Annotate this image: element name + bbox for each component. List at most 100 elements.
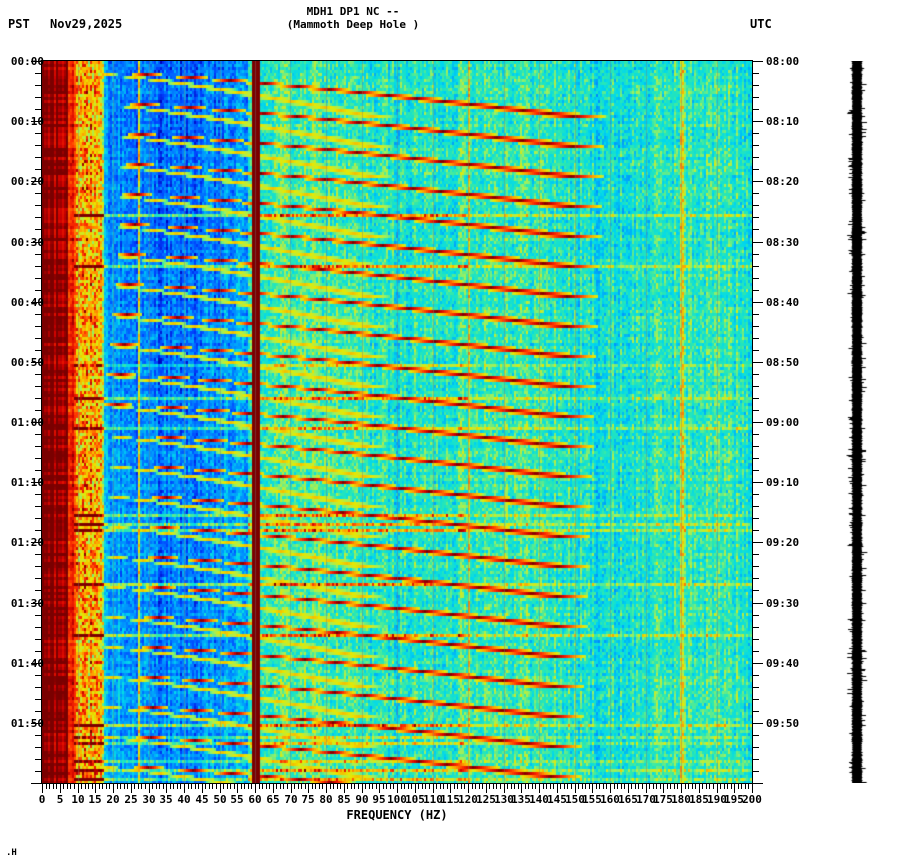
y-tick-left-major bbox=[31, 663, 41, 664]
y-tick-left-minor bbox=[35, 554, 41, 555]
x-axis-label: 120 bbox=[458, 793, 478, 806]
y-axis-label-left: 01:50 bbox=[10, 717, 44, 730]
x-tick-minor bbox=[606, 784, 607, 789]
x-tick-major bbox=[628, 784, 629, 793]
x-tick-major bbox=[95, 784, 96, 793]
x-tick-major bbox=[166, 784, 167, 793]
x-tick-major bbox=[78, 784, 79, 793]
x-tick-minor bbox=[738, 784, 739, 789]
x-tick-minor bbox=[507, 784, 508, 789]
x-tick-minor bbox=[436, 784, 437, 789]
x-axis-bottom-line bbox=[41, 783, 753, 784]
y-tick-right-minor bbox=[753, 254, 759, 255]
y-tick-left-minor bbox=[35, 530, 41, 531]
x-axis-label: 60 bbox=[248, 793, 262, 806]
x-tick-minor bbox=[745, 784, 746, 789]
y-tick-left-minor bbox=[35, 85, 41, 86]
x-tick-minor bbox=[464, 784, 465, 789]
y-tick-right-minor bbox=[753, 711, 759, 712]
x-tick-minor bbox=[358, 784, 359, 789]
x-tick-minor bbox=[472, 784, 473, 789]
y-tick-right-minor bbox=[753, 410, 759, 411]
y-tick-left-major bbox=[31, 723, 41, 724]
y-tick-left-minor bbox=[35, 266, 41, 267]
x-tick-minor bbox=[685, 784, 686, 789]
x-axis-label: 75 bbox=[301, 793, 315, 806]
x-tick-minor bbox=[63, 784, 64, 789]
y-axis-right-line bbox=[752, 61, 753, 783]
x-tick-minor bbox=[564, 784, 565, 789]
x-tick-minor bbox=[81, 784, 82, 789]
x-tick-minor bbox=[333, 784, 334, 789]
x-tick-minor bbox=[624, 784, 625, 789]
x-tick-minor bbox=[124, 784, 125, 789]
x-tick-major bbox=[646, 784, 647, 793]
x-tick-minor bbox=[280, 784, 281, 789]
y-tick-left-major bbox=[31, 542, 41, 543]
y-tick-left-minor bbox=[35, 627, 41, 628]
corner-artifact-mark: .H bbox=[6, 848, 17, 858]
x-tick-minor bbox=[127, 784, 128, 789]
x-tick-major bbox=[699, 784, 700, 793]
y-tick-left-minor bbox=[35, 109, 41, 110]
y-axis-label-left: 01:10 bbox=[10, 476, 44, 489]
y-tick-right-minor bbox=[753, 350, 759, 351]
y-tick-left-major bbox=[31, 422, 41, 423]
header-station-name-text: (Mammoth Deep Hole ) bbox=[286, 18, 420, 31]
x-tick-minor bbox=[195, 784, 196, 789]
x-tick-minor bbox=[330, 784, 331, 789]
x-tick-minor bbox=[298, 784, 299, 789]
x-tick-minor bbox=[230, 784, 231, 789]
x-tick-minor bbox=[440, 784, 441, 789]
y-tick-left-minor bbox=[35, 578, 41, 579]
x-tick-minor bbox=[596, 784, 597, 789]
x-tick-minor bbox=[106, 784, 107, 789]
y-axis-label-right: 08:50 bbox=[766, 356, 800, 369]
x-tick-minor bbox=[695, 784, 696, 789]
y-tick-right-minor bbox=[753, 518, 759, 519]
helicorder-canvas bbox=[846, 61, 868, 783]
x-tick-minor bbox=[731, 784, 732, 789]
y-tick-right-minor bbox=[753, 590, 759, 591]
y-tick-right-minor bbox=[753, 157, 759, 158]
x-tick-minor bbox=[46, 784, 47, 789]
y-tick-left-minor bbox=[35, 434, 41, 435]
x-tick-minor bbox=[578, 784, 579, 789]
y-axis-label-left: 01:30 bbox=[10, 597, 44, 610]
x-axis-label: 145 bbox=[547, 793, 567, 806]
y-tick-right-major bbox=[753, 362, 763, 363]
x-tick-minor bbox=[312, 784, 313, 789]
y-axis-label-right: 09:10 bbox=[766, 476, 800, 489]
x-tick-minor bbox=[134, 784, 135, 789]
x-tick-minor bbox=[276, 784, 277, 789]
x-tick-major bbox=[450, 784, 451, 793]
y-tick-left-minor bbox=[35, 759, 41, 760]
x-axis-label: 45 bbox=[195, 793, 209, 806]
y-tick-left-minor bbox=[35, 386, 41, 387]
x-tick-minor bbox=[340, 784, 341, 789]
x-tick-minor bbox=[227, 784, 228, 789]
x-tick-minor bbox=[156, 784, 157, 789]
x-tick-minor bbox=[461, 784, 462, 789]
helicorder-trace-strip bbox=[846, 61, 868, 783]
x-axis-label: 180 bbox=[671, 793, 691, 806]
y-tick-left-minor bbox=[35, 205, 41, 206]
x-tick-minor bbox=[567, 784, 568, 789]
x-tick-minor bbox=[418, 784, 419, 789]
x-tick-minor bbox=[589, 784, 590, 789]
y-tick-left-minor bbox=[35, 458, 41, 459]
x-tick-minor bbox=[635, 784, 636, 789]
y-tick-right-major bbox=[753, 482, 763, 483]
x-tick-minor bbox=[617, 784, 618, 789]
y-tick-left-minor bbox=[35, 254, 41, 255]
x-tick-minor bbox=[496, 784, 497, 789]
x-tick-minor bbox=[500, 784, 501, 789]
y-axis-label-right: 08:10 bbox=[766, 115, 800, 128]
x-tick-major bbox=[663, 784, 664, 793]
y-tick-right-minor bbox=[753, 735, 759, 736]
y-tick-left-minor bbox=[35, 566, 41, 567]
x-tick-minor bbox=[709, 784, 710, 789]
y-tick-left-minor bbox=[35, 73, 41, 74]
header-timezone-right: UTC bbox=[750, 17, 772, 31]
x-tick-minor bbox=[748, 784, 749, 789]
